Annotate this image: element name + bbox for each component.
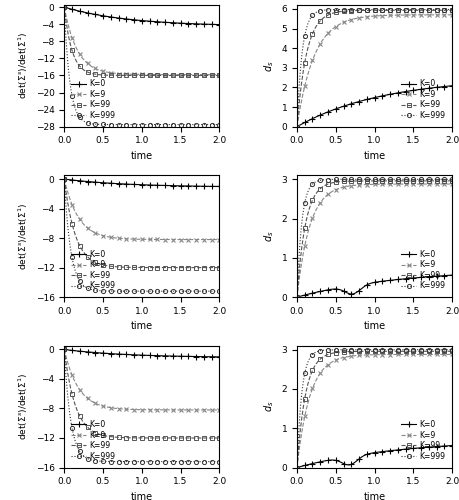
- X-axis label: time: time: [364, 151, 386, 161]
- X-axis label: time: time: [364, 322, 386, 332]
- Y-axis label: det($\Sigma^s$)/det($\Sigma^1$): det($\Sigma^s$)/det($\Sigma^1$): [17, 202, 30, 270]
- Legend: K=0, K=9, K=99, K=999: K=0, K=9, K=99, K=999: [398, 246, 448, 294]
- X-axis label: time: time: [364, 492, 386, 500]
- X-axis label: time: time: [131, 492, 153, 500]
- Y-axis label: det($\Sigma^s$)/det($\Sigma^1$): det($\Sigma^s$)/det($\Sigma^1$): [17, 373, 30, 440]
- Legend: K=0, K=9, K=99, K=999: K=0, K=9, K=99, K=999: [68, 76, 118, 123]
- Legend: K=0, K=9, K=99, K=999: K=0, K=9, K=99, K=999: [398, 417, 448, 464]
- Y-axis label: $d_s$: $d_s$: [262, 230, 276, 242]
- Y-axis label: $d_s$: $d_s$: [262, 401, 276, 412]
- Legend: K=0, K=9, K=99, K=999: K=0, K=9, K=99, K=999: [68, 246, 118, 294]
- X-axis label: time: time: [131, 151, 153, 161]
- Y-axis label: $d_s$: $d_s$: [262, 60, 276, 72]
- Y-axis label: det($\Sigma^s$)/det($\Sigma^1$): det($\Sigma^s$)/det($\Sigma^1$): [17, 32, 30, 100]
- X-axis label: time: time: [131, 322, 153, 332]
- Legend: K=0, K=9, K=99, K=999: K=0, K=9, K=99, K=999: [68, 417, 118, 464]
- Legend: K=0, K=9, K=99, K=999: K=0, K=9, K=99, K=999: [398, 76, 448, 123]
